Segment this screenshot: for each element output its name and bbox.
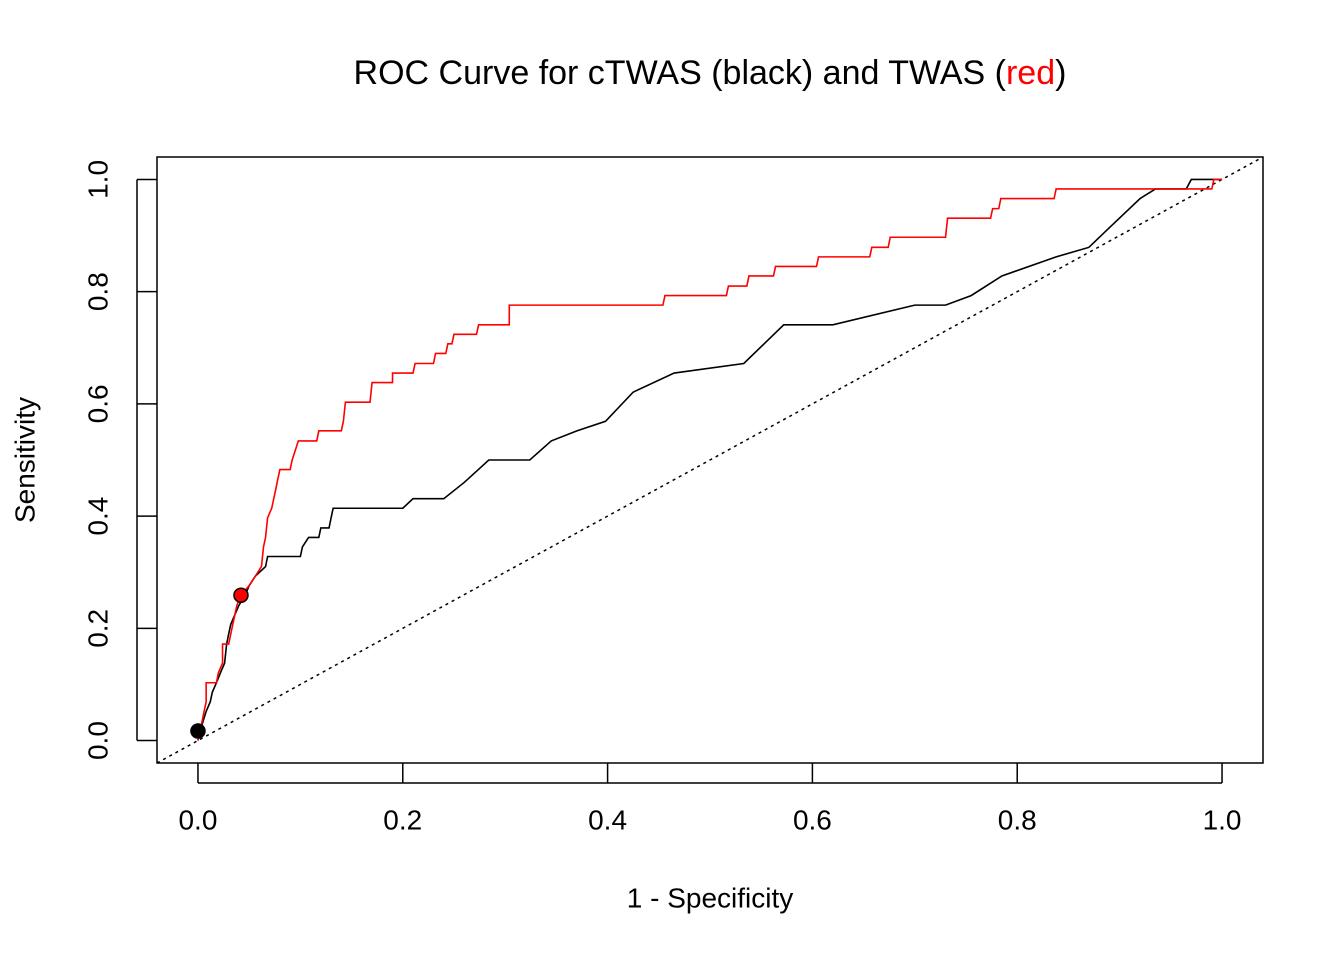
- y-axis-title: Sensitivity: [9, 397, 40, 523]
- y-tick-label: 0.8: [82, 272, 113, 311]
- x-tick-label: 0.4: [588, 804, 627, 835]
- chart-title: ROC Curve for cTWAS (black) and TWAS (re…: [354, 54, 1067, 92]
- x-tick-label: 0.8: [998, 804, 1037, 835]
- threshold-point: [233, 587, 249, 603]
- y-tick-label: 0.0: [82, 721, 113, 760]
- title-part: ): [1055, 54, 1066, 92]
- roc-curve: [197, 178, 1223, 741]
- x-tick-label: 1.0: [1203, 804, 1242, 835]
- x-tick-label: 0.0: [178, 804, 217, 835]
- x-tick-label: 0.6: [793, 804, 832, 835]
- title-part: ROC Curve for cTWAS (black) and TWAS (: [354, 54, 1007, 92]
- threshold-point: [190, 723, 206, 739]
- y-tick-label: 1.0: [82, 160, 113, 199]
- reference-diagonal: [157, 157, 1263, 763]
- y-tick-label: 0.4: [82, 497, 113, 536]
- x-tick-label: 0.2: [383, 804, 422, 835]
- y-tick-label: 0.2: [82, 609, 113, 648]
- plot-frame: [156, 156, 1264, 764]
- x-axis-title: 1 - Specificity: [627, 882, 794, 913]
- y-tick-label: 0.6: [82, 384, 113, 423]
- title-part: red: [1006, 54, 1055, 92]
